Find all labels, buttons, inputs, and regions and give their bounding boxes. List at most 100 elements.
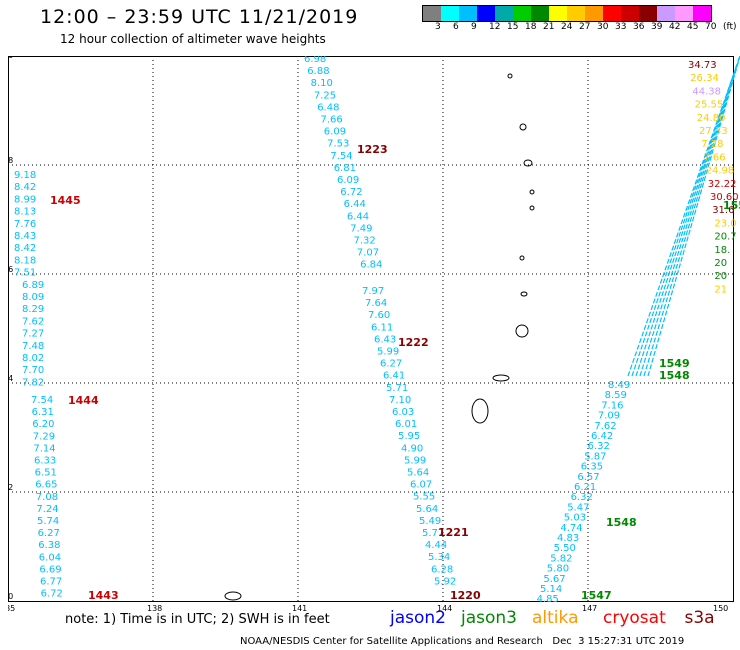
- wave-height-value: 5.87: [584, 451, 606, 462]
- color-scale-label: 9: [471, 22, 477, 32]
- wave-height-value: 34.73: [688, 60, 717, 71]
- wave-height-value: 24.98: [706, 166, 735, 177]
- credit-line: NOAA/NESDIS Center for Satellite Applica…: [240, 636, 685, 647]
- wave-height-value: 5.74: [37, 516, 59, 527]
- wave-height-value: 6.81: [334, 163, 356, 174]
- color-swatch: [585, 6, 603, 21]
- swath-line: [635, 63, 738, 377]
- wave-height-value: 7.08: [36, 492, 58, 503]
- wave-height-value: 6.09: [337, 175, 359, 186]
- color-swatch: [621, 6, 639, 21]
- wave-height-value: 7.24: [36, 504, 58, 515]
- x-tick-label: 147: [582, 604, 597, 613]
- wave-height-value: 5.95: [398, 431, 420, 442]
- color-scale-label: (ft): [723, 22, 737, 32]
- island-outline: [224, 591, 242, 601]
- wave-height-value: 5.82: [550, 553, 572, 564]
- track-time-label: 1444: [68, 394, 99, 407]
- swath-line: [631, 69, 736, 377]
- wave-height-value: 6.69: [39, 564, 61, 575]
- color-scale-label: 6: [453, 22, 459, 32]
- axis-tick-labels: 135 138 141 144 147 150 20 18 16 14 12 10: [8, 56, 728, 613]
- wave-height-value: 4.83: [557, 533, 579, 544]
- wave-height-value: 8.59: [605, 390, 627, 401]
- color-swatch: [549, 6, 567, 21]
- color-scale-label: 70: [705, 22, 717, 32]
- track-time-label: 1221: [438, 526, 469, 539]
- wave-height-value: 5.71: [386, 383, 408, 394]
- wave-height-value: 6.38: [38, 540, 60, 551]
- wave-height-value: 6.84: [360, 260, 382, 271]
- color-scale-label: 45: [687, 22, 699, 32]
- wave-height-value: 7.16: [601, 400, 623, 411]
- island-outline: [492, 374, 510, 382]
- y-tick-label: 18: [8, 156, 13, 165]
- wave-height-value: 6.57: [577, 472, 599, 483]
- wave-height-value: 6.11: [371, 322, 393, 333]
- map-title: 12:00 – 23:59 UTC 11/21/2019: [40, 6, 359, 28]
- wave-height-value: 32.22: [708, 179, 737, 190]
- wave-height-value: 6.98: [304, 56, 326, 65]
- wave-height-value: 6.20: [32, 419, 54, 430]
- wave-height-value: 7.28: [701, 139, 723, 150]
- wave-height-value: 6.43: [374, 334, 396, 345]
- wave-height-value: 5.49: [419, 516, 441, 527]
- wave-height-value: 6.35: [581, 462, 603, 473]
- color-scale-label: 39: [651, 22, 663, 32]
- wave-height-value: 7.66: [703, 152, 725, 163]
- island-outline: [471, 398, 489, 424]
- land-outlines: [224, 73, 535, 601]
- wave-height-value: 6.27: [38, 528, 60, 539]
- wave-height-value: 5.80: [547, 564, 569, 575]
- island-outline: [520, 291, 528, 297]
- wave-height-value: 26.34: [690, 73, 719, 84]
- swath-line: [627, 75, 734, 377]
- color-swatch: [639, 6, 657, 21]
- wave-height-value: 30.60: [710, 192, 739, 203]
- wave-height-value: 8.29: [22, 304, 44, 315]
- map-subtitle: 12 hour collection of altimeter wave hei…: [60, 32, 326, 46]
- color-swatch: [693, 6, 711, 21]
- wave-height-value: 8.42: [14, 243, 36, 254]
- wave-height-value: 5.64: [416, 504, 438, 515]
- wave-height-value: 5.99: [377, 347, 399, 358]
- wave-height-value: 5.92: [434, 576, 456, 587]
- color-scale-bar: [422, 5, 712, 22]
- island-outline: [523, 159, 533, 167]
- track-time-label: 1548: [606, 516, 637, 529]
- wave-height-value: 6.21: [574, 482, 596, 493]
- map-frame: [8, 56, 734, 602]
- track-time-label: 1443: [88, 589, 119, 602]
- wave-height-value: 6.01: [395, 419, 417, 430]
- color-scale-label: 24: [561, 22, 573, 32]
- color-swatch: [603, 6, 621, 21]
- wave-height-value: 8.13: [14, 207, 36, 218]
- wave-height-value: 8.43: [14, 231, 36, 242]
- wave-height-value: 4.90: [401, 443, 423, 454]
- color-scale-label: 3: [435, 22, 441, 32]
- wave-height-value: 7.29: [33, 431, 55, 442]
- wave-height-value: 6.77: [40, 577, 62, 588]
- track-time-label: 1547: [581, 589, 612, 602]
- island-outline: [529, 189, 535, 195]
- wave-height-value: 6.72: [340, 187, 362, 198]
- color-swatch: [513, 6, 531, 21]
- wave-height-value: 6.51: [35, 468, 57, 479]
- color-swatch: [567, 6, 585, 21]
- wave-height-value: 7.82: [22, 377, 44, 388]
- wave-height-value: 7.76: [14, 219, 36, 230]
- wave-height-value: 6.07: [410, 480, 432, 491]
- wave-height-value: 6.03: [392, 407, 414, 418]
- wave-height-value: 5.50: [554, 543, 576, 554]
- wave-height-value: 4.74: [560, 523, 582, 534]
- swath-line: [647, 56, 740, 377]
- wave-height-value: 7.09: [598, 411, 620, 422]
- track-time-label: 1445: [50, 194, 81, 207]
- satellite-s3a: s3a: [684, 608, 715, 628]
- wave-height-value: 6.33: [34, 456, 56, 467]
- wave-height-value: 6.89: [22, 280, 44, 291]
- track-time-label: 1548: [659, 369, 690, 382]
- satellite-jason3: jason3: [461, 608, 517, 628]
- wave-height-value: 7.54: [31, 395, 53, 406]
- y-tick-label: 20: [8, 56, 13, 60]
